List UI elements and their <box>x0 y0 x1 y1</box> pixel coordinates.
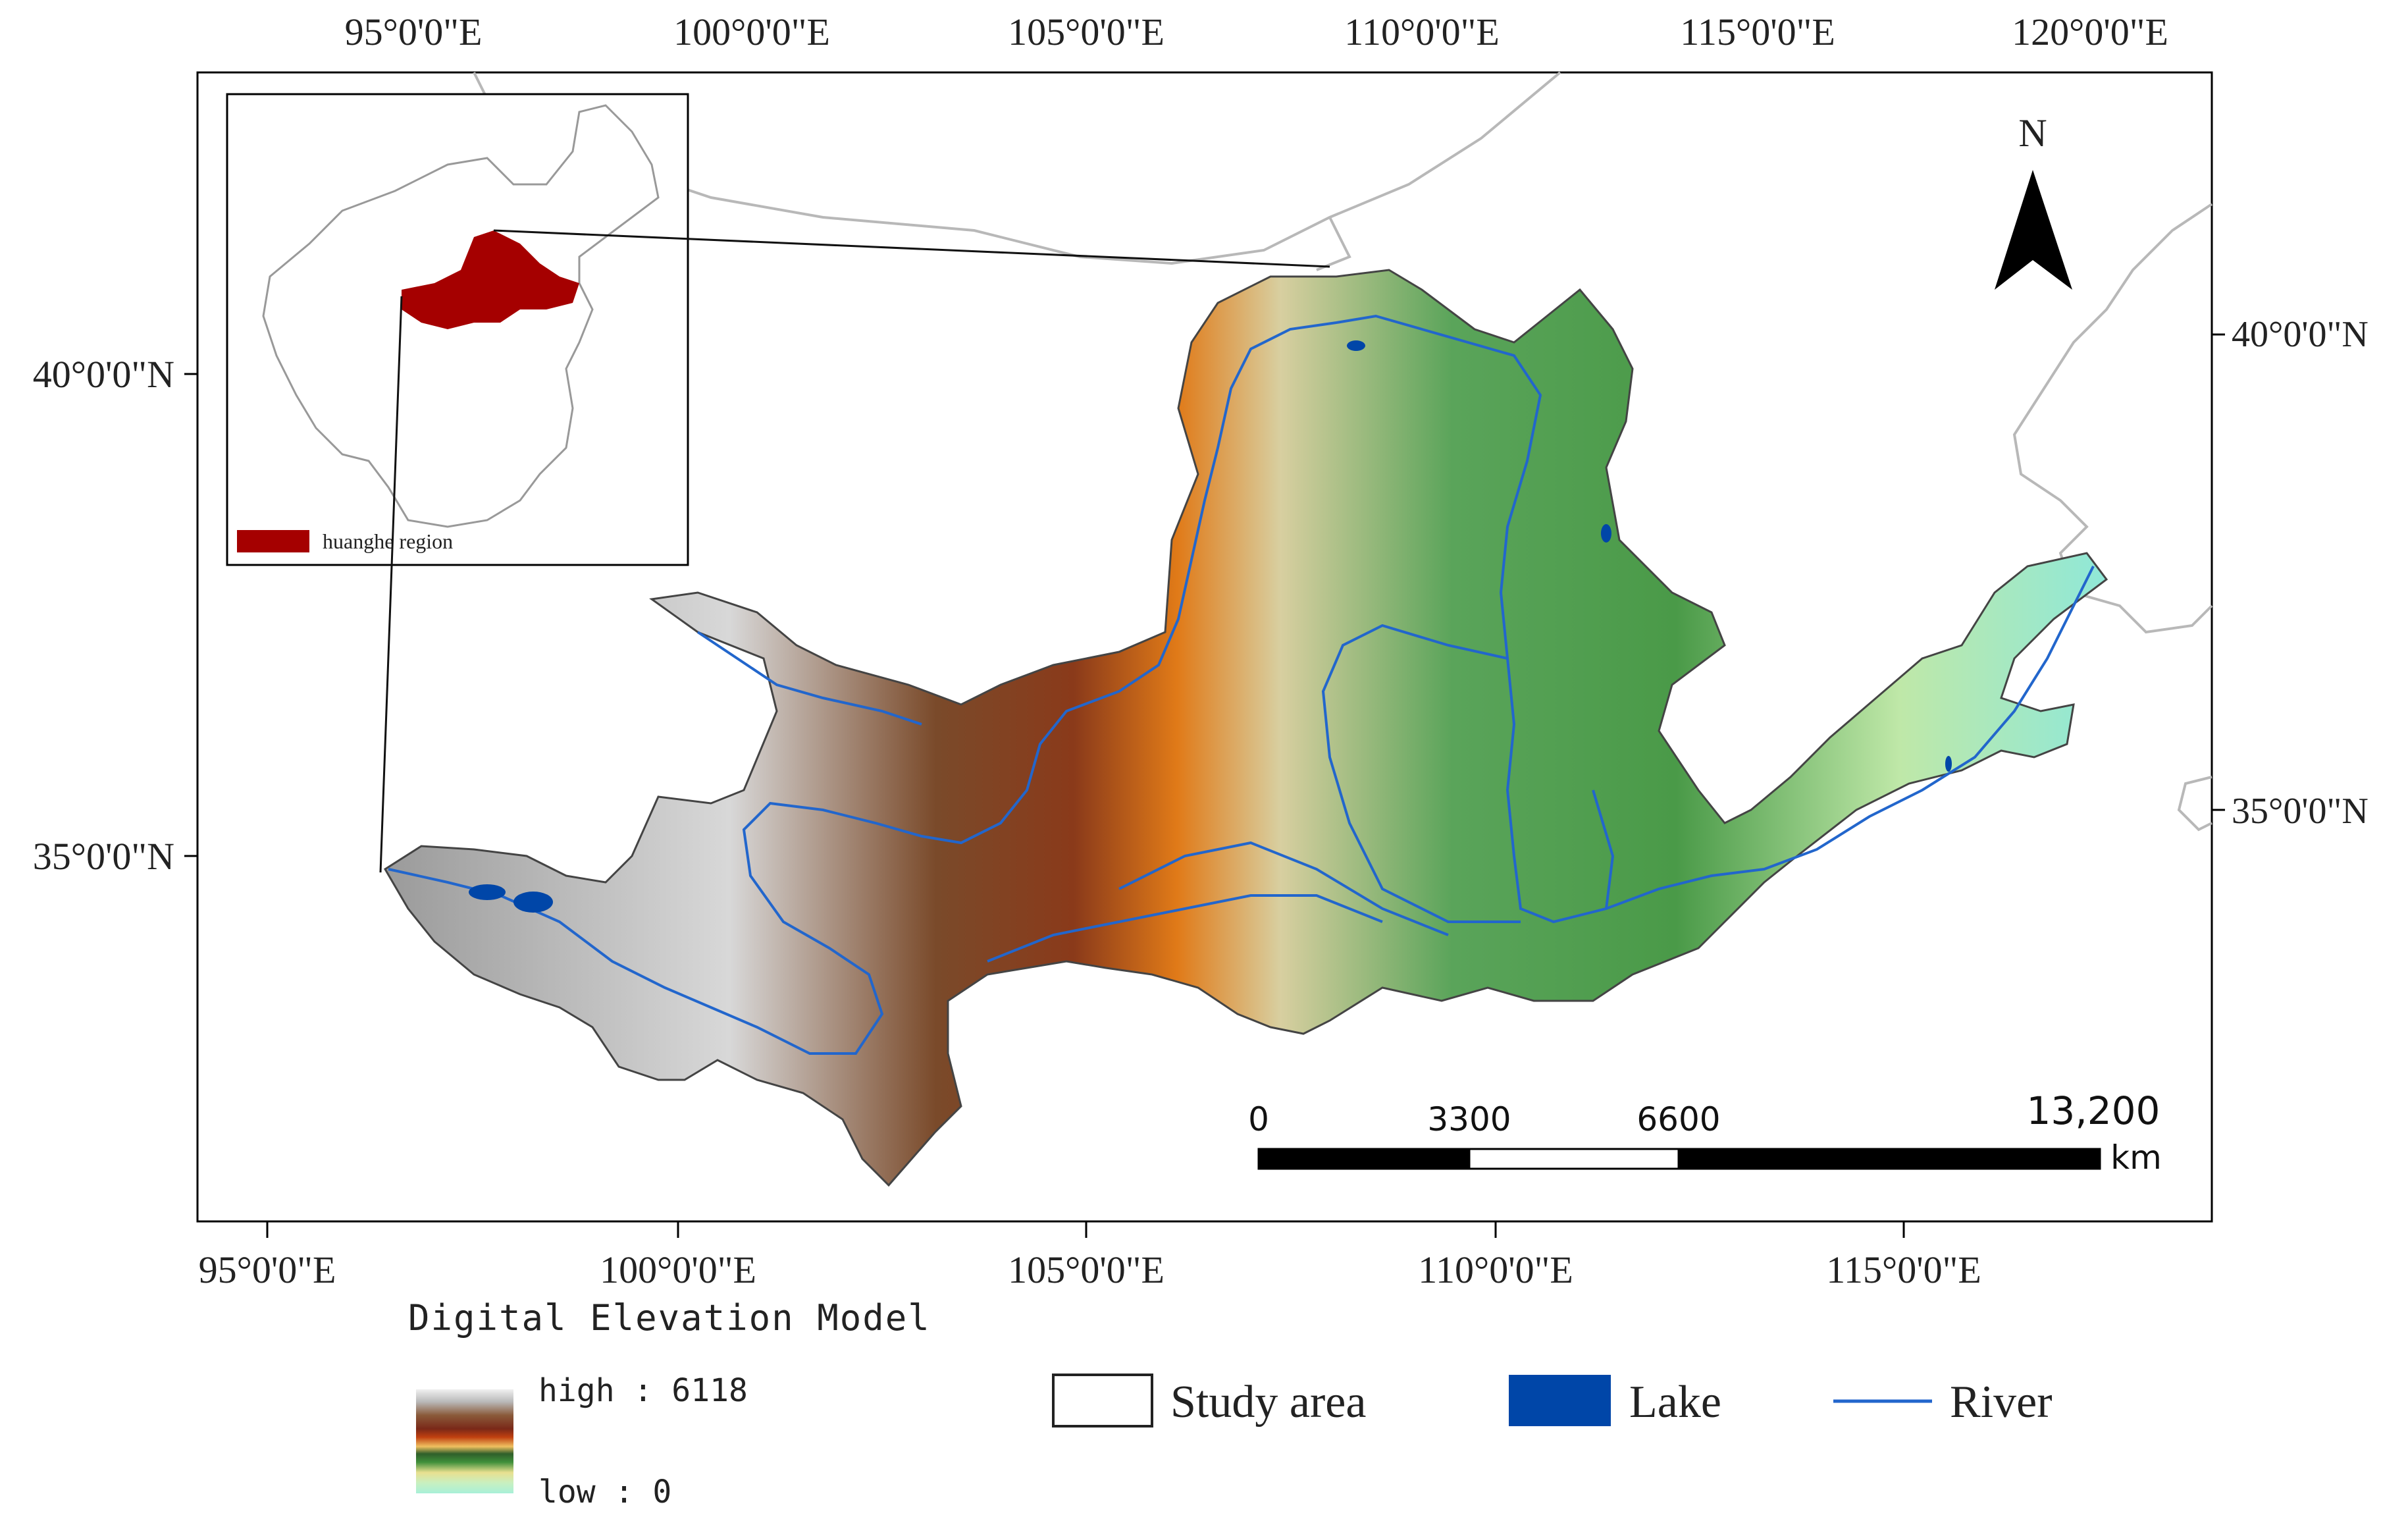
top-axis-label: 105°0'0"E <box>1008 11 1165 53</box>
lake-shapes <box>469 340 1952 913</box>
bottom-axis-label: 95°0'0"E <box>199 1248 336 1291</box>
left-axis-label: 40°0'0"N <box>33 353 174 396</box>
scale-bar: 0 3300 6600 13,200 km <box>1248 1088 2162 1177</box>
top-axis-label: 120°0'0"E <box>2012 11 2168 53</box>
river-network <box>388 314 2095 1055</box>
scale-bar-segment <box>1257 1148 1471 1170</box>
study-area-dem <box>383 269 2108 1187</box>
river-label: River <box>1950 1377 2053 1428</box>
dem-legend-title: Digital Elevation Model <box>408 1297 931 1339</box>
scale-bar-tick-label: 0 <box>1248 1100 1269 1138</box>
top-axis-label: 110°0'0"E <box>1344 11 1500 53</box>
dem-legend: Digital Elevation Model high : 6118 low … <box>408 1297 931 1510</box>
scale-bar-unit: km <box>2110 1138 2162 1177</box>
bottom-axis-label: 110°0'0"E <box>1418 1248 1573 1291</box>
lake-swatch <box>1509 1375 1611 1426</box>
left-axis-label: 35°0'0"N <box>33 835 174 878</box>
map-frame <box>196 71 2213 1223</box>
top-axis-label: 115°0'0"E <box>1680 11 1835 53</box>
dem-low-label: low : 0 <box>538 1474 671 1510</box>
inset-connector-lines <box>379 229 1330 873</box>
right-axis-label: 35°0'0"N <box>2232 791 2369 832</box>
right-axis-ticks <box>2212 333 2225 811</box>
bottom-axis-label: 115°0'0"E <box>1826 1248 1981 1291</box>
scale-bar-tick-label: 3300 <box>1427 1100 1511 1138</box>
scale-bar-tick-label: 6600 <box>1636 1100 1720 1138</box>
inset-huanghe-region <box>402 230 579 329</box>
scale-bar-segment <box>1677 1148 2101 1170</box>
bottom-axis-label: 105°0'0"E <box>1008 1248 1165 1291</box>
dem-high-label: high : 6118 <box>538 1372 748 1409</box>
inset-legend-label: huanghe region <box>323 529 453 553</box>
scale-bar-segment <box>1468 1148 1680 1170</box>
scale-bar-tick-label: 13,200 <box>2027 1088 2160 1133</box>
north-arrow: N <box>1995 111 2072 290</box>
feature-legend: Study area Lake River <box>1052 1374 2053 1428</box>
top-axis-label: 100°0'0"E <box>673 11 830 53</box>
left-axis-ticks <box>184 373 197 857</box>
study-area-swatch <box>1052 1374 1153 1428</box>
lake-label: Lake <box>1629 1377 1721 1428</box>
dem-color-ramp <box>416 1389 513 1493</box>
bottom-axis <box>266 1221 1905 1238</box>
inset-legend-swatch <box>237 530 309 552</box>
top-axis-label: 95°0'0"E <box>345 11 483 53</box>
top-axis: 95°0'0"E 100°0'0"E 105°0'0"E 110°0'0"E 1… <box>345 11 2168 53</box>
study-area-label: Study area <box>1170 1377 1366 1428</box>
right-axis-label: 40°0'0"N <box>2232 314 2369 355</box>
north-arrow-label: N <box>2018 111 2047 155</box>
north-arrow-icon <box>1995 170 2072 290</box>
inset-map: huanghe region <box>226 93 689 566</box>
bottom-axis-label: 100°0'0"E <box>600 1248 756 1291</box>
